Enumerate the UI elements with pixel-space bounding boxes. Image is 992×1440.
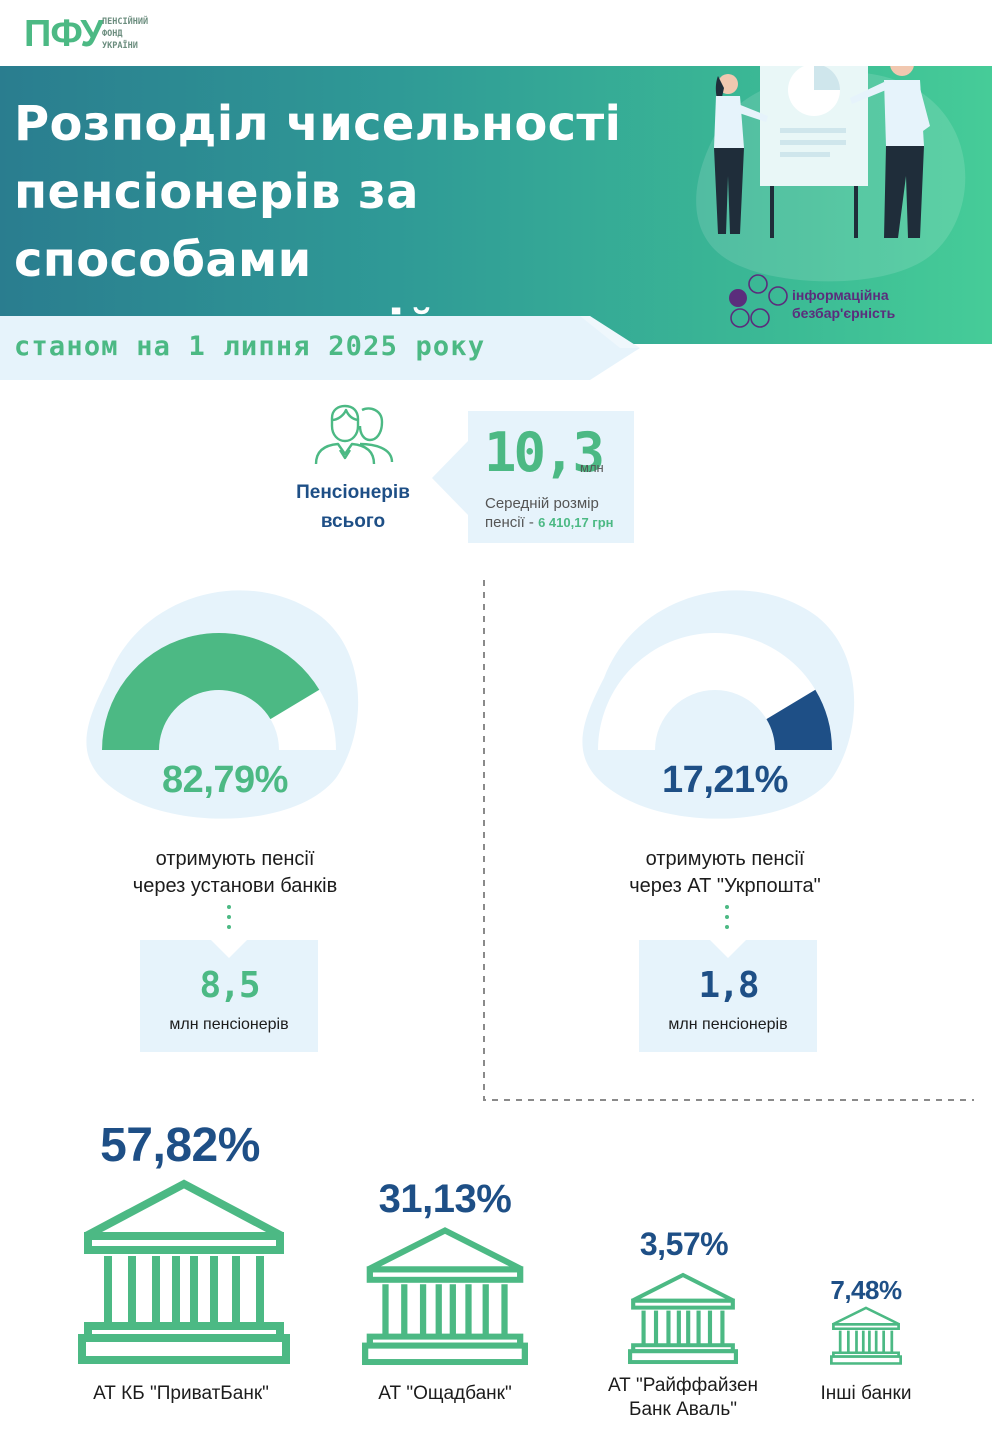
circles-icon xyxy=(729,274,788,328)
oschadbank-name: АТ "Ощадбанк" xyxy=(330,1382,560,1406)
caption-line: отримують пенсії xyxy=(645,848,805,870)
ukrposhta-count: 1,8 xyxy=(698,965,759,1006)
oschadbank-percent: 31,13% xyxy=(378,1177,512,1221)
logo-line: ФОНД xyxy=(102,29,123,39)
bank-name-line: АТ "Ощадбанк" xyxy=(378,1383,512,1404)
gauge-fill-banks xyxy=(102,633,320,750)
raiffeisen-percent: 3,57% xyxy=(639,1226,729,1262)
privatbank-building-icon xyxy=(78,1179,290,1364)
roof xyxy=(832,1306,900,1326)
caption-line: отримують пенсії xyxy=(155,848,315,870)
title-line: пенсіонерів за способами xyxy=(14,164,419,288)
total-callout xyxy=(468,411,634,543)
privatbank-name: АТ КБ "ПриватБанк" xyxy=(60,1382,302,1406)
banks-gauge xyxy=(86,590,359,819)
banks-percent: 82,79% xyxy=(162,759,288,801)
roof xyxy=(84,1179,284,1240)
report-date: станом на 1 липня 2025 року xyxy=(14,331,486,362)
label-line: Пенсіонерів xyxy=(296,482,410,503)
page-title: Розподіл чисельності пенсіонерів за спос… xyxy=(14,90,674,344)
accessibility-badge-text: інформаційна безбар'єрність xyxy=(792,286,895,322)
header-banner: Розподіл чисельності пенсіонерів за спос… xyxy=(0,66,992,344)
banks-caption: отримують пенсії через установи банків xyxy=(100,846,370,900)
ukrposhta-count-box: 1,8 млн пенсіонерів xyxy=(639,940,817,1052)
date-ribbon xyxy=(0,316,640,380)
bank-name-line: АТ "Райффайзен xyxy=(607,1375,759,1396)
other-banks-building-icon xyxy=(830,1306,902,1365)
ukrposhta-count-label: млн пенсіонерів xyxy=(668,1016,788,1033)
presentation-illustration xyxy=(696,66,966,282)
ukrposhta-percent: 17,21% xyxy=(662,759,788,801)
man-figure xyxy=(890,66,914,76)
gauge-fill-ukrposhta xyxy=(766,689,832,750)
bank-name-line: Інші банки xyxy=(820,1383,912,1404)
privatbank-percent: 57,82% xyxy=(100,1119,260,1172)
avg-value: 6 410,17 грн xyxy=(538,515,614,530)
pensioners-icon xyxy=(314,404,394,465)
ukrposhta-gauge xyxy=(582,590,855,819)
avg-line: Середній розмір xyxy=(485,495,599,512)
banks-count-label: млн пенсіонерів xyxy=(169,1016,289,1033)
connector-dots xyxy=(725,905,729,929)
total-pensioners-value: 10,3 xyxy=(484,421,605,484)
logo-line: ПЕНСІЙНИЙ xyxy=(102,17,149,27)
gauge-backdrop xyxy=(86,590,359,819)
logo-line: УКРАЇНИ xyxy=(102,41,138,51)
title-line: Розподіл чисельності xyxy=(14,96,622,152)
gauge-backdrop xyxy=(582,590,855,819)
caption-line: через АТ "Укрпошта" xyxy=(629,875,821,897)
label-line: всього xyxy=(320,511,386,532)
logo-caption: ПЕНСІЙНИЙ ФОНД УКРАЇНИ xyxy=(102,16,182,52)
bank-name-line: Банк Аваль" xyxy=(629,1399,737,1420)
other-banks-name: Інші банки xyxy=(790,1382,942,1406)
total-unit: млн xyxy=(580,460,604,475)
avg-prefix: пенсії - xyxy=(485,514,534,531)
box-notch xyxy=(211,940,247,958)
caption-line: через установи банків xyxy=(132,875,338,897)
pensioners-total-label: Пенсіонерів всього xyxy=(280,478,426,536)
roof xyxy=(631,1272,735,1303)
badge-line: безбар'єрність xyxy=(792,305,896,321)
raiffeisen-name: АТ "Райффайзен Банк Аваль" xyxy=(590,1374,776,1422)
banks-count-box: 8,5 млн пенсіонерів xyxy=(140,940,318,1052)
avg-line: пенсії - 6 410,17 грн xyxy=(485,513,635,532)
accessibility-badge: інформаційна безбар'єрність xyxy=(728,270,948,330)
bank-name-line: АТ КБ "ПриватБанк" xyxy=(93,1383,269,1404)
average-pension: Середній розмір пенсії - 6 410,17 грн xyxy=(485,494,635,532)
banks-count: 8,5 xyxy=(199,965,260,1006)
raiffeisen-building-icon xyxy=(628,1272,738,1365)
box-notch xyxy=(710,940,746,958)
logo-mark: ПФУ xyxy=(24,13,104,55)
other-banks-percent: 7,48% xyxy=(830,1275,902,1305)
ukrposhta-caption: отримують пенсії через АТ "Укрпошта" xyxy=(590,846,860,900)
badge-line: інформаційна xyxy=(792,287,889,303)
connector-dots xyxy=(227,905,231,929)
oschadbank-building-icon xyxy=(362,1227,528,1366)
callout-pointer xyxy=(432,440,469,516)
roof xyxy=(366,1227,524,1273)
